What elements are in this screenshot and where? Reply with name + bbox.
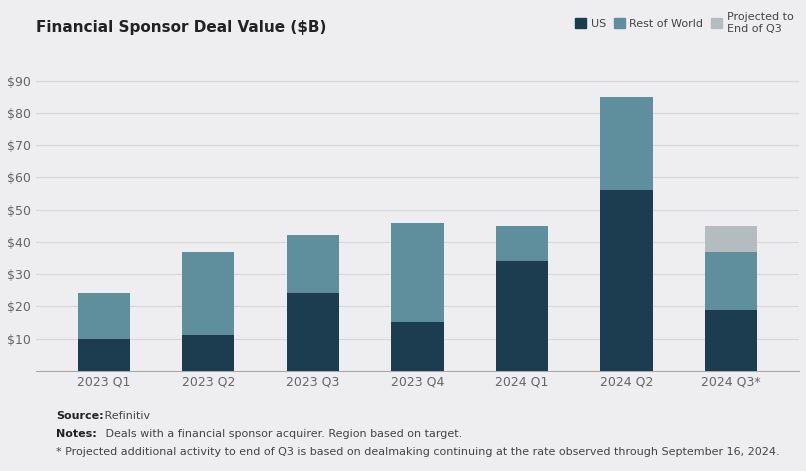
Bar xyxy=(391,323,443,371)
Bar xyxy=(77,293,130,339)
Legend: US, Rest of World, Projected to
End of Q3: US, Rest of World, Projected to End of Q… xyxy=(575,12,793,34)
Bar xyxy=(705,309,757,371)
Bar xyxy=(600,97,653,190)
Text: Notes:: Notes: xyxy=(56,429,98,439)
Bar xyxy=(600,190,653,371)
Text: Financial Sponsor Deal Value ($B): Financial Sponsor Deal Value ($B) xyxy=(35,20,326,35)
Text: * Projected additional activity to end of Q3 is based on dealmaking continuing a: * Projected additional activity to end o… xyxy=(56,447,780,457)
Bar xyxy=(705,226,757,252)
Bar xyxy=(496,226,548,261)
Bar xyxy=(77,339,130,371)
Text: Refinitiv: Refinitiv xyxy=(101,411,150,421)
Bar xyxy=(287,236,339,293)
Bar xyxy=(182,252,235,335)
Bar xyxy=(705,252,757,309)
Text: Source:: Source: xyxy=(56,411,104,421)
Bar xyxy=(182,335,235,371)
Bar xyxy=(287,293,339,371)
Text: Deals with a financial sponsor acquirer. Region based on target.: Deals with a financial sponsor acquirer.… xyxy=(102,429,463,439)
Bar xyxy=(496,261,548,371)
Bar xyxy=(391,223,443,323)
